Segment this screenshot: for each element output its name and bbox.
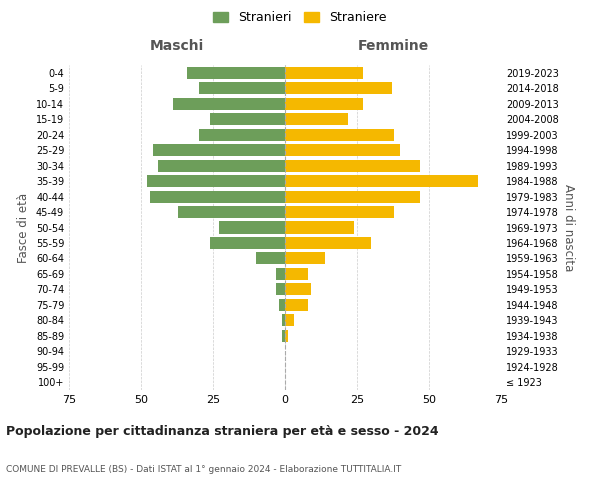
Text: COMUNE DI PREVALLE (BS) - Dati ISTAT al 1° gennaio 2024 - Elaborazione TUTTITALI: COMUNE DI PREVALLE (BS) - Dati ISTAT al … bbox=[6, 466, 401, 474]
Text: Popolazione per cittadinanza straniera per età e sesso - 2024: Popolazione per cittadinanza straniera p… bbox=[6, 425, 439, 438]
Bar bbox=[285, 113, 349, 125]
Bar bbox=[285, 144, 400, 156]
Bar bbox=[285, 284, 311, 296]
Bar bbox=[285, 222, 354, 234]
Bar bbox=[187, 66, 285, 79]
Bar bbox=[147, 175, 285, 187]
Y-axis label: Fasce di età: Fasce di età bbox=[17, 192, 30, 262]
Legend: Stranieri, Straniere: Stranieri, Straniere bbox=[208, 6, 392, 29]
Bar bbox=[285, 330, 288, 342]
Bar bbox=[285, 268, 308, 280]
Bar bbox=[279, 299, 285, 311]
Y-axis label: Anni di nascita: Anni di nascita bbox=[562, 184, 575, 271]
Text: Maschi: Maschi bbox=[150, 38, 204, 52]
Bar bbox=[285, 252, 325, 264]
Bar bbox=[285, 206, 394, 218]
Bar bbox=[277, 284, 285, 296]
Bar bbox=[285, 98, 363, 110]
Bar bbox=[282, 330, 285, 342]
Bar bbox=[210, 237, 285, 249]
Bar bbox=[178, 206, 285, 218]
Bar bbox=[285, 237, 371, 249]
Bar bbox=[149, 190, 285, 202]
Bar bbox=[285, 299, 308, 311]
Bar bbox=[285, 190, 421, 202]
Bar bbox=[199, 82, 285, 94]
Bar bbox=[256, 252, 285, 264]
Bar bbox=[285, 314, 293, 326]
Bar bbox=[285, 82, 392, 94]
Bar bbox=[199, 128, 285, 140]
Bar bbox=[210, 113, 285, 125]
Bar bbox=[285, 66, 363, 79]
Text: Femmine: Femmine bbox=[358, 38, 428, 52]
Bar bbox=[173, 98, 285, 110]
Bar bbox=[158, 160, 285, 172]
Bar bbox=[152, 144, 285, 156]
Bar bbox=[285, 160, 421, 172]
Bar bbox=[277, 268, 285, 280]
Bar bbox=[282, 314, 285, 326]
Bar bbox=[285, 175, 478, 187]
Bar bbox=[219, 222, 285, 234]
Bar bbox=[285, 128, 394, 140]
